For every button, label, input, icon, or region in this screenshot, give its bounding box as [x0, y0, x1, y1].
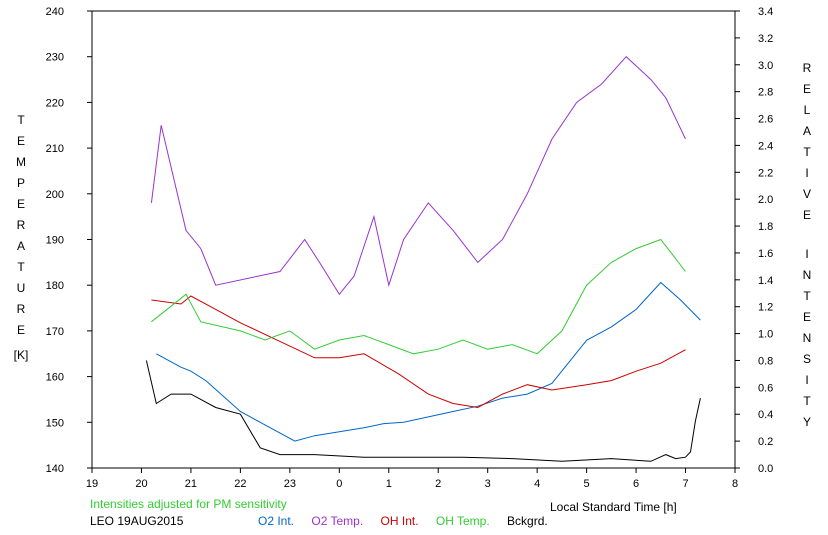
- x-tick-label: 8: [732, 478, 738, 490]
- x-tick-label: 3: [485, 478, 491, 490]
- axis-title-letter: T: [803, 145, 811, 159]
- axis-title-letter: V: [802, 187, 811, 201]
- axis-title-letter: T: [803, 394, 811, 408]
- axis-title-letter: R: [802, 61, 812, 75]
- right-y-tick-label: 1.0: [758, 329, 773, 341]
- right-y-tick-label: 0.2: [758, 436, 773, 448]
- right-y-tick-label: 0.6: [758, 382, 773, 394]
- x-tick-label: 2: [435, 478, 441, 490]
- series-line-bckgrd: [145, 360, 701, 462]
- left-y-tick-label: 230: [46, 52, 64, 64]
- series-line-o2-int: [156, 281, 701, 442]
- axis-title-letter: N: [802, 331, 812, 345]
- series-line-o2-temp: [150, 55, 686, 296]
- axis-title-letter: P: [16, 176, 25, 190]
- pm-sensitivity-note: Intensities adjusted for PM sensitivity: [90, 497, 287, 511]
- left-y-tick-label: 190: [46, 235, 64, 247]
- right-y-tick-label: 2.8: [758, 87, 773, 99]
- x-tick-label: 7: [682, 478, 688, 490]
- x-axis-ticks: 19 20 21 22 23 0 1 2 3 4 5 6 7 8: [86, 468, 738, 490]
- axis-title-letter: E: [16, 323, 25, 337]
- axis-title-letter: E: [802, 82, 811, 96]
- x-tick-label: 1: [386, 478, 392, 490]
- axis-title-letter: U: [16, 281, 26, 295]
- right-y-tick-label: 2.2: [758, 167, 773, 179]
- axis-title-letter: S: [802, 352, 811, 366]
- axis-title-letter: R: [16, 302, 26, 316]
- right-y-tick-label: 2.4: [758, 140, 773, 152]
- left-y-axis-ticks: 140 150 160 170 180 190 200 210 220 230 240: [46, 6, 92, 475]
- series-line-oh-temp: [151, 238, 686, 355]
- right-y-tick-label: 1.4: [758, 275, 773, 287]
- axis-title-letter: I: [805, 166, 809, 180]
- x-tick-label: 22: [234, 478, 246, 490]
- axis-title-letter: M: [16, 155, 26, 169]
- legend-oh-temp: OH Temp.: [435, 514, 490, 528]
- right-y-tick-label: 1.8: [758, 221, 773, 233]
- x-tick-label: 23: [284, 478, 296, 490]
- axis-title-letter: T: [17, 113, 25, 127]
- axis-title-letter: E: [16, 197, 25, 211]
- right-y-tick-label: 1.6: [758, 248, 773, 260]
- x-tick-label: 19: [86, 478, 98, 490]
- left-y-tick-label: 140: [46, 463, 64, 475]
- legend-o2-temp: O2 Temp.: [311, 514, 364, 528]
- legend-o2-int: O2 Int.: [258, 514, 295, 528]
- left-y-tick-label: 170: [46, 326, 64, 338]
- legend-bckgrd: Bckgrd.: [507, 514, 548, 528]
- site-date-label: LEO 19AUG2015: [90, 514, 184, 528]
- axis-title-letter: L: [803, 103, 811, 117]
- series-layer: [145, 55, 701, 462]
- legend-oh-int: OH Int.: [380, 514, 419, 528]
- x-axis-title: Local Standard Time [h]: [550, 500, 677, 514]
- axis-title-letter: E: [802, 310, 811, 324]
- axis-title-letter: R: [16, 218, 26, 232]
- left-y-tick-label: 240: [46, 6, 64, 18]
- axis-title-letter: I: [805, 247, 809, 261]
- left-y-tick-label: 160: [46, 372, 64, 384]
- right-y-tick-label: 0.0: [758, 463, 773, 475]
- axis-title-letter: N: [802, 268, 812, 282]
- x-tick-label: 0: [336, 478, 342, 490]
- right-y-tick-label: 2.0: [758, 194, 773, 206]
- x-tick-label: 20: [135, 478, 147, 490]
- plot-frame: [91, 10, 736, 469]
- right-y-tick-label: 2.6: [758, 114, 773, 126]
- right-y-tick-label: 0.8: [758, 355, 773, 367]
- axis-title-letter: E: [802, 208, 811, 222]
- left-y-tick-label: 180: [46, 280, 64, 292]
- x-tick-label: 6: [633, 478, 639, 490]
- series-line-oh-int: [151, 295, 686, 409]
- right-y-tick-label: 3.2: [758, 33, 773, 45]
- axis-title-letter: T: [17, 260, 25, 274]
- right-y-tick-label: 3.0: [758, 60, 773, 72]
- axis-title-letter: Y: [802, 415, 811, 429]
- axis-title-letter: I: [805, 373, 809, 387]
- right-y-tick-label: 3.4: [758, 6, 773, 18]
- axis-title-letter: E: [16, 134, 25, 148]
- x-tick-label: 5: [584, 478, 590, 490]
- axis-title-letter: A: [802, 124, 811, 138]
- axis-title-letter: T: [803, 289, 811, 303]
- axis-title-letter: A: [16, 239, 25, 253]
- left-axis-unit: [K]: [13, 348, 29, 362]
- right-y-tick-label: 0.4: [758, 409, 773, 421]
- left-y-tick-label: 210: [46, 143, 64, 155]
- left-y-tick-label: 200: [46, 189, 64, 201]
- right-y-tick-label: 1.2: [758, 302, 773, 314]
- right-y-axis-ticks: 0.0 0.2 0.4 0.6 0.8 1.0 1.2 1.4 1.6 1.8 2.0 2.2 2.4 2…: [735, 6, 773, 475]
- left-y-tick-label: 150: [46, 417, 64, 429]
- legend: O2 Int. O2 Temp. OH Int. OH Temp. Bckgrd…: [258, 514, 548, 528]
- left-y-tick-label: 220: [46, 97, 64, 109]
- x-tick-label: 4: [534, 478, 540, 490]
- x-tick-label: 21: [185, 478, 197, 490]
